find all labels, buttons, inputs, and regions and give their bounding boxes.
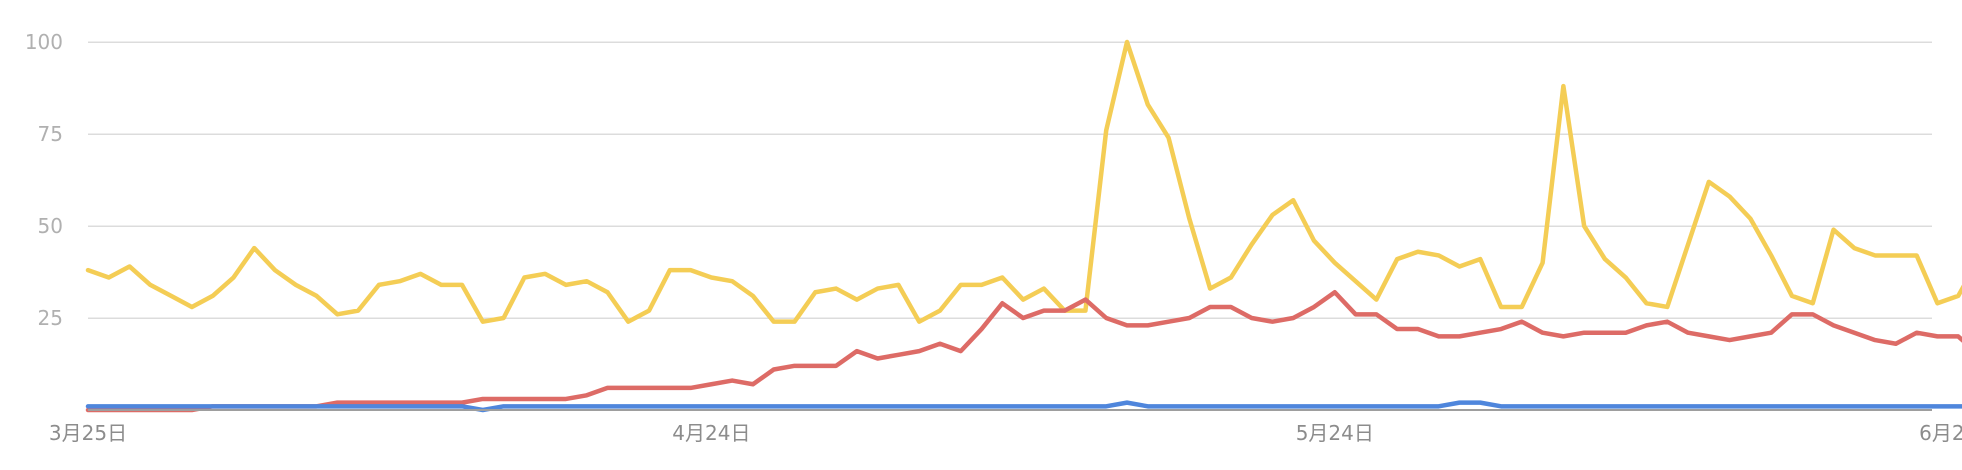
y-tick-labels: 25 50 75 100 [25, 30, 63, 330]
series-line-2 [85, 400, 1962, 413]
y-tick-label-50: 50 [38, 214, 63, 238]
x-tick-label-1: 4月24日 [672, 421, 750, 445]
x-tick-labels: 3月25日 4月24日 5月24日 6月23日 [49, 421, 1962, 445]
x-tick-label-2: 5月24日 [1296, 421, 1374, 445]
x-tick-label-0: 3月25日 [49, 421, 127, 445]
y-tick-label-25: 25 [38, 306, 63, 330]
gridlines [88, 41, 1932, 319]
y-tick-label-100: 100 [25, 30, 63, 54]
series-lines [85, 39, 1962, 413]
series-line-0 [85, 39, 1962, 324]
series-line-1 [85, 289, 1962, 413]
y-tick-label-75: 75 [38, 122, 63, 146]
x-tick-label-3: 6月23日 [1919, 421, 1962, 445]
